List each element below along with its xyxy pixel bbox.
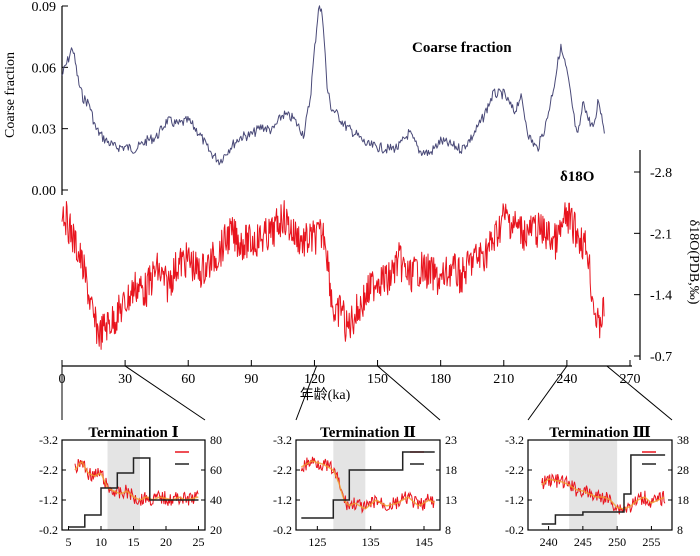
inset-x-tick-label: 240 bbox=[540, 535, 558, 549]
inset-termination-2: Termination Ⅱ -3.2 -2.2 -1.2 -0.2 23 18 13 8 125 1… bbox=[273, 425, 457, 549]
main-plot bbox=[61, 5, 641, 367]
inset-right-tick-label: 8 bbox=[677, 523, 683, 537]
inset-left-tick-label: -2.2 bbox=[39, 463, 58, 477]
inset-series-smooth bbox=[541, 478, 665, 510]
inset-connectors bbox=[61, 365, 673, 421]
inset-right-tick-label: 13 bbox=[445, 493, 457, 507]
right-y-tick-label: -0.7 bbox=[650, 350, 672, 365]
inset-x-tick-label: 5 bbox=[66, 535, 72, 549]
main-series-group bbox=[61, 5, 605, 350]
series-line-d18o bbox=[61, 200, 605, 350]
series-label-coarse-fraction: Coarse fraction bbox=[412, 40, 512, 56]
inset-connector-left bbox=[527, 365, 568, 421]
inset-right-tick-label: 38 bbox=[677, 433, 689, 447]
x-tick-label: 30 bbox=[118, 372, 132, 387]
inset-shaded-interval bbox=[107, 440, 140, 530]
inset-series-d18o bbox=[300, 456, 435, 514]
inset-title: Termination Ⅱ bbox=[320, 425, 416, 441]
inset-series-step bbox=[68, 457, 199, 528]
inset-x-tick-label: 255 bbox=[642, 535, 660, 549]
inset-x-tick-label: 20 bbox=[160, 535, 172, 549]
inset-left-tick-label: -1.2 bbox=[505, 493, 524, 507]
inset-connector-right bbox=[124, 365, 206, 421]
inset-series-d18o bbox=[541, 473, 666, 515]
inset-termination-3: Termination Ⅲ -3.2 -2.2 -1.2 -0.2 38 28 18 8 240 2… bbox=[505, 425, 689, 549]
inset-left-tick-label: -3.2 bbox=[505, 433, 524, 447]
x-tick-label: 180 bbox=[430, 372, 451, 387]
x-tick-label: 210 bbox=[493, 372, 514, 387]
inset-x-tick-label: 125 bbox=[308, 535, 326, 549]
inset-right-tick-label: 40 bbox=[210, 493, 222, 507]
left-y-tick-label: 0.06 bbox=[32, 61, 57, 76]
inset-left-tick-label: -1.2 bbox=[39, 493, 58, 507]
inset-title: Termination Ⅰ bbox=[88, 425, 178, 441]
right-y-tick-label: -1.4 bbox=[650, 289, 672, 304]
inset-right-tick-label: 60 bbox=[210, 463, 222, 477]
inset-right-tick-label: 18 bbox=[445, 463, 457, 477]
inset-series-step bbox=[541, 454, 666, 525]
inset-series-smooth bbox=[300, 460, 435, 510]
x-tick-label: 150 bbox=[367, 372, 388, 387]
left-y-tick-label: 0.00 bbox=[32, 184, 57, 199]
inset-connector-right bbox=[377, 365, 441, 421]
inset-left-tick-label: -0.2 bbox=[505, 523, 524, 537]
inset-series-smooth bbox=[74, 461, 199, 501]
inset-x-tick-label: 135 bbox=[362, 535, 380, 549]
inset-right-tick-label: 8 bbox=[445, 523, 451, 537]
inset-series-step bbox=[301, 451, 435, 519]
x-tick-label: 60 bbox=[181, 372, 195, 387]
inset-left-tick-label: -3.2 bbox=[273, 433, 292, 447]
x-tick-label: 240 bbox=[556, 372, 577, 387]
right-y-tick-label: -2.1 bbox=[650, 227, 672, 242]
inset-title: Termination Ⅲ bbox=[549, 425, 650, 441]
x-axis-label: 年龄(ka) bbox=[300, 387, 351, 403]
series-line-coarse-fraction bbox=[61, 5, 605, 166]
right-y-axis-label: δ18O(PDB,‰) bbox=[686, 220, 700, 305]
inset-frame bbox=[295, 439, 441, 531]
termination-insets: Termination Ⅰ -3.2 -2.2 -1.2 -0.2 80 60 40 20 5 10… bbox=[39, 425, 689, 549]
left-y-axis-label: Coarse fraction bbox=[3, 52, 18, 138]
inset-left-tick-label: -2.2 bbox=[273, 463, 292, 477]
inset-left-tick-label: -3.2 bbox=[39, 433, 58, 447]
inset-right-tick-label: 18 bbox=[677, 493, 689, 507]
inset-right-tick-label: 20 bbox=[210, 523, 222, 537]
inset-right-tick-label: 28 bbox=[677, 463, 689, 477]
inset-termination-1: Termination Ⅰ -3.2 -2.2 -1.2 -0.2 80 60 40 20 5 10… bbox=[39, 425, 222, 549]
right-y-tick-label: -2.8 bbox=[650, 166, 672, 181]
main-labels: 0.000.030.060.09-2.8-2.1-1.4-0.703060901… bbox=[3, 0, 700, 403]
inset-left-tick-label: -0.2 bbox=[39, 523, 58, 537]
inset-x-tick-label: 25 bbox=[193, 535, 205, 549]
inset-connector-right bbox=[606, 365, 673, 421]
series-label-d18o: δ18O bbox=[560, 169, 594, 185]
inset-left-tick-label: -1.2 bbox=[273, 493, 292, 507]
inset-left-tick-label: -0.2 bbox=[273, 523, 292, 537]
inset-x-tick-label: 245 bbox=[574, 535, 592, 549]
inset-frame bbox=[527, 439, 673, 531]
left-y-tick-label: 0.09 bbox=[32, 0, 57, 15]
inset-x-tick-label: 10 bbox=[95, 535, 107, 549]
inset-right-tick-label: 80 bbox=[210, 433, 222, 447]
inset-left-tick-label: -2.2 bbox=[505, 463, 524, 477]
inset-x-tick-label: 145 bbox=[415, 535, 433, 549]
x-tick-label: 120 bbox=[304, 372, 325, 387]
inset-series-d18o bbox=[74, 459, 199, 506]
x-tick-label: 270 bbox=[620, 372, 641, 387]
inset-x-tick-label: 15 bbox=[128, 535, 140, 549]
inset-right-tick-label: 23 bbox=[445, 433, 457, 447]
inset-connector-left bbox=[295, 365, 318, 421]
inset-shaded-interval bbox=[569, 440, 618, 530]
left-y-tick-label: 0.03 bbox=[32, 123, 57, 138]
inset-x-tick-label: 250 bbox=[608, 535, 626, 549]
x-tick-label: 90 bbox=[244, 372, 258, 387]
